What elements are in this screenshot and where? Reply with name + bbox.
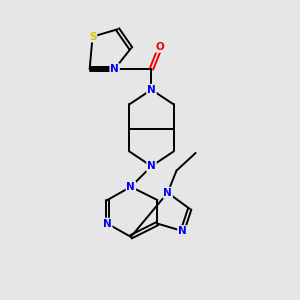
Text: N: N (163, 188, 172, 198)
Text: S: S (89, 32, 96, 42)
Text: N: N (103, 219, 112, 229)
Text: N: N (147, 85, 156, 94)
Text: N: N (127, 182, 135, 192)
Text: N: N (110, 64, 119, 74)
Text: O: O (156, 42, 165, 52)
Text: N: N (178, 226, 187, 236)
Text: N: N (147, 161, 156, 171)
